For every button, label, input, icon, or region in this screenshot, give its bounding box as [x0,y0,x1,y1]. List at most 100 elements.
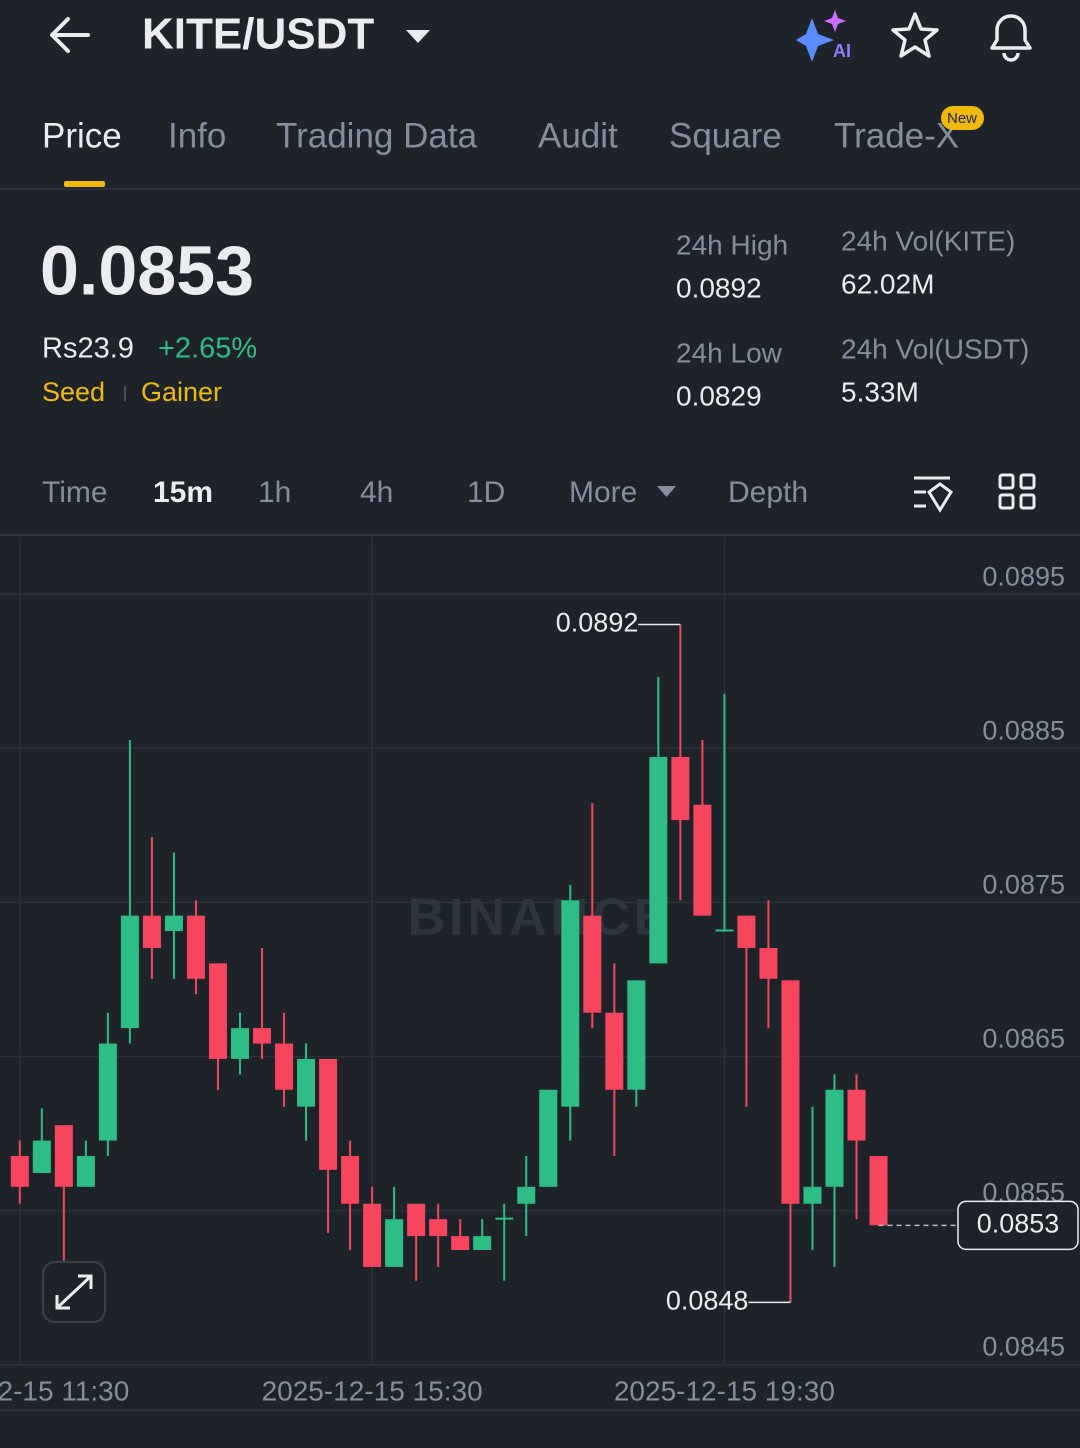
icon-lines [914,476,950,508]
timeframe[interactable]: 15m [153,476,213,509]
tab[interactable]: Price [42,116,122,155]
button-frame [42,1261,106,1323]
candle-body [253,1028,272,1044]
candle-body [10,1156,29,1187]
timeframe-bar: Time 15m 1h 4h 1D More Depth [42,476,808,509]
candle-body [869,1156,888,1226]
x-tick-label: 2025-12-15 19:30 [614,1375,835,1406]
candle-body [319,1058,338,1170]
y-tick-label: 0.0885 [982,715,1065,745]
icon-cell [1019,493,1036,510]
more-dropdown[interactable] [657,486,676,497]
icon-cell [998,493,1015,510]
y-tick-label: 0.0875 [982,869,1065,899]
tab[interactable]: Trading Data [276,116,478,155]
stat-value: 0.0892 [676,272,762,303]
candle-body [54,1125,73,1187]
timeframe[interactable]: 4h [360,476,393,509]
ai-button[interactable]: AI [796,10,851,62]
stat-value: 0.0829 [676,380,762,411]
tab[interactable]: Info [168,116,226,155]
candle-body [76,1156,95,1187]
candle-body [142,915,161,948]
icon-diamond [926,482,954,513]
icon-cell [1019,473,1036,490]
candle-body [451,1236,470,1250]
candle-body [649,756,668,964]
last-price-box [957,1200,1079,1251]
alert-button[interactable] [990,14,1032,62]
candle-body [737,915,756,948]
candle-body [583,915,602,1013]
candle-body [847,1089,866,1141]
new-badge [941,106,984,130]
ai-label: AI [833,41,851,61]
candle-body [803,1186,822,1204]
candle-body [98,1043,117,1141]
candle-body [297,1058,316,1107]
candle-body [32,1140,51,1173]
x-tick-label: 2025-12-15 11:30 [0,1375,129,1406]
candle-body [561,900,580,1107]
watermark: BINANCE [408,889,673,947]
stat-value: 62.02M [841,268,934,299]
y-tick-label: 0.0845 [982,1332,1065,1362]
stat-label: 24h Low [676,337,783,368]
stat-label: 24h Vol(KITE) [841,225,1015,256]
pair-dropdown[interactable] [406,30,430,43]
back-button[interactable] [50,17,90,53]
pair-title[interactable]: KITE/USDT [142,10,374,59]
favorite-button[interactable] [891,12,939,58]
timeframe[interactable]: Time [42,476,108,509]
timeframe[interactable]: 1D [467,476,505,509]
fullscreen-button[interactable] [42,1261,106,1323]
x-tick-label: 2025-12-15 15:30 [262,1375,483,1406]
fiat-price: Rs23.9 [42,333,134,365]
candle-body [517,1186,536,1204]
extreme-label: 0.0848 [666,1285,749,1315]
layout-button[interactable] [998,473,1036,510]
last-price: 0.0853 [40,231,254,309]
icon-cell [998,473,1015,490]
candle-body [186,915,205,979]
expand-icon [55,1274,93,1310]
price-change: +2.65% [158,333,257,365]
extreme-label: 0.0892 [556,608,639,638]
candle-body [363,1203,382,1267]
tab-bar: Price Info Trading Data Audit Square Trade-X [42,116,959,155]
indicator-settings-button[interactable] [914,476,954,513]
candle-body [495,1217,514,1220]
candle-body [781,980,800,1204]
active-tab-indicator [64,181,105,187]
candle-body [275,1043,294,1090]
stat-label: 24h Vol(USDT) [841,333,1029,364]
candle-body [120,915,139,1029]
candle-body [671,756,690,821]
ai-sparkle [796,18,834,62]
candle-body [759,948,778,979]
new-badge-label: New [947,110,977,127]
timeframe[interactable]: 1h [258,476,291,509]
last-price-label: 0.0853 [977,1208,1060,1238]
tab[interactable]: Audit [538,116,618,155]
candle-body [715,929,734,932]
candles [10,624,888,1303]
tag[interactable]: Gainer [141,377,222,407]
tab[interactable]: Trade-X [834,116,959,155]
timeframe[interactable]: Depth [728,476,808,509]
timeframe[interactable]: More [569,476,637,509]
candle-body [473,1236,492,1250]
candle-body [164,915,183,932]
tab[interactable]: Square [669,116,782,155]
ai-sparkle [824,10,846,32]
y-tick-label: 0.0865 [982,1024,1065,1054]
candle-body [539,1089,558,1187]
candle-body [385,1219,404,1267]
candle-body [407,1203,426,1237]
candle-body [627,980,646,1090]
tag[interactable]: Seed [42,377,105,407]
candle-body [208,963,227,1059]
